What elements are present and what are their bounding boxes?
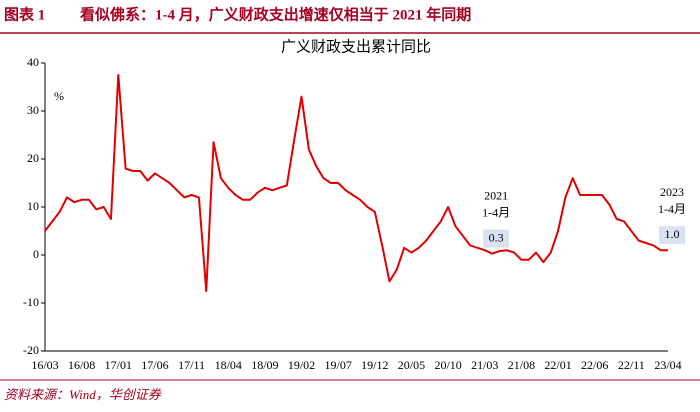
source: 资料来源：Wind，华创证券 bbox=[4, 387, 162, 402]
x-tick-label: 23/04 bbox=[654, 358, 681, 372]
unit-label: % bbox=[54, 89, 64, 103]
x-tick-label: 17/01 bbox=[105, 358, 132, 372]
figure-number: 图表 1 bbox=[4, 5, 45, 23]
x-tick-label: 18/09 bbox=[251, 358, 278, 372]
x-tick-label: 19/02 bbox=[288, 358, 315, 372]
value-label: 0.3 bbox=[489, 230, 504, 244]
annotation: 1-4月 bbox=[658, 202, 686, 216]
x-tick-label: 17/11 bbox=[178, 358, 205, 372]
value-label: 1.0 bbox=[665, 227, 680, 241]
line-series bbox=[44, 74, 668, 292]
y-tick-label: -10 bbox=[23, 295, 39, 309]
x-tick-label: 16/08 bbox=[68, 358, 95, 372]
figure-title: 看似佛系：1-4 月，广义财政支出增速仅相当于 2021 年同期 bbox=[80, 5, 471, 23]
x-tick-label: 21/08 bbox=[508, 358, 535, 372]
y-tick-label: 40 bbox=[27, 55, 39, 69]
x-tick-label: 19/12 bbox=[361, 358, 388, 372]
x-tick-label: 22/11 bbox=[618, 358, 645, 372]
y-tick-label: 0 bbox=[33, 247, 39, 261]
value-label-box bbox=[659, 226, 685, 245]
x-tick-label: 16/03 bbox=[31, 358, 58, 372]
y-tick-label: 10 bbox=[27, 199, 39, 213]
x-tick-label: 17/06 bbox=[141, 358, 168, 372]
x-tick-label: 20/05 bbox=[398, 358, 425, 372]
x-tick-label: 19/07 bbox=[325, 358, 352, 372]
annotation: 1-4月 bbox=[482, 205, 510, 219]
x-tick-label: 22/06 bbox=[581, 358, 608, 372]
value-label-box bbox=[483, 229, 510, 248]
y-tick-label: -20 bbox=[23, 343, 39, 357]
x-tick-label: 18/04 bbox=[215, 358, 242, 372]
x-tick-label: 21/03 bbox=[471, 358, 498, 372]
annotation: 2023 bbox=[660, 185, 684, 199]
x-tick-label: 22/01 bbox=[544, 358, 571, 372]
x-tick-label: 20/10 bbox=[434, 358, 461, 372]
y-tick-label: 30 bbox=[27, 103, 39, 117]
y-tick-label: 20 bbox=[27, 151, 39, 165]
chart-title: 广义财政支出累计同比 bbox=[281, 38, 431, 55]
annotation: 2021 bbox=[484, 188, 508, 202]
